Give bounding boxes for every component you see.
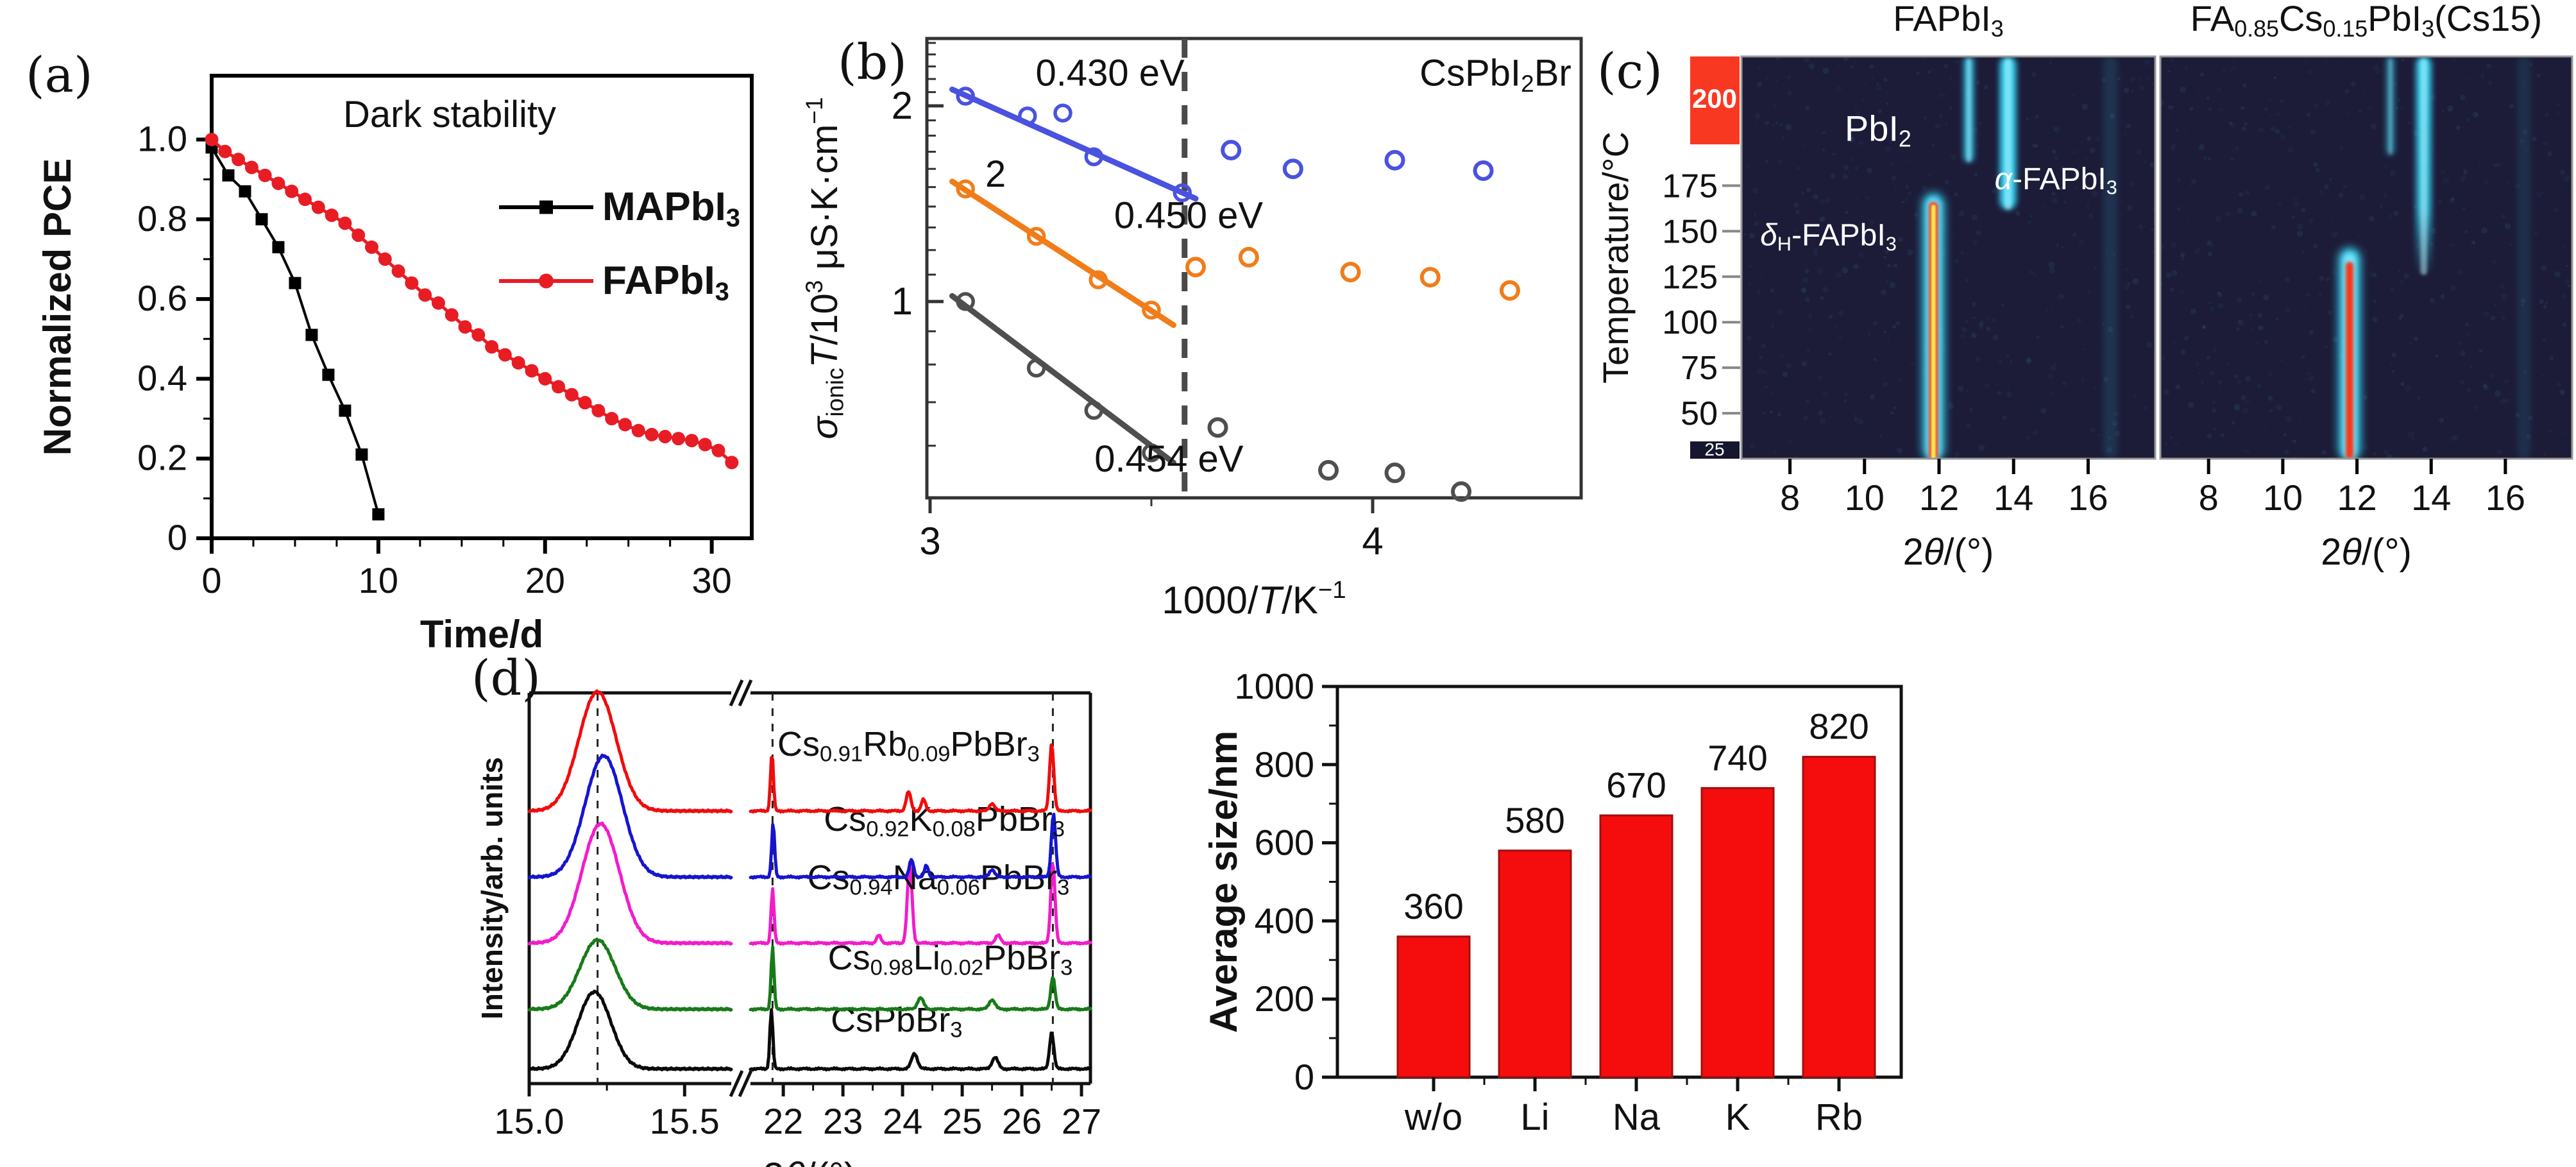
svg-text:MAPbI3: MAPbI3 (602, 185, 740, 232)
svg-text:23: 23 (823, 1101, 863, 1141)
average-size-bar-chart: 0 200 400 600 800 1000 360 w/o 580 Li 670 Na 740 K 820… (1202, 666, 1903, 1138)
svg-text:K: K (1725, 1096, 1750, 1138)
svg-text:Cs0.98Li0.02PbBr3: Cs0.98Li0.02PbBr3 (828, 939, 1073, 980)
svg-text:14: 14 (1994, 477, 2033, 518)
dark-stability-chart: 0 10 20 30 0 0.2 0.4 0.6 0.8 1.0 Time/d Normalized … (36, 74, 754, 656)
svg-text:0: 0 (167, 517, 187, 558)
svg-text:3: 3 (919, 520, 940, 563)
svg-text:25: 25 (1704, 439, 1724, 459)
svg-text:14: 14 (2411, 477, 2451, 518)
svg-text:0.8: 0.8 (137, 198, 187, 239)
svg-text:8: 8 (2199, 477, 2219, 518)
svg-text:26: 26 (1002, 1101, 1042, 1141)
svg-text:σionicT/103 μS·K·cm−1: σionicT/103 μS·K·cm−1 (801, 97, 848, 439)
svg-text:125: 125 (1662, 259, 1718, 296)
svg-text:15.0: 15.0 (495, 1101, 564, 1141)
svg-text:FAPbI3: FAPbI3 (602, 259, 729, 306)
svg-text:0.4: 0.4 (137, 357, 187, 398)
svg-text:15.5: 15.5 (650, 1101, 720, 1141)
svg-text:2: 2 (892, 84, 913, 127)
svg-text:175: 175 (1662, 167, 1718, 205)
svg-text:Cs0.91Rb0.09PbBr3: Cs0.91Rb0.09PbBr3 (777, 725, 1040, 767)
svg-text:75: 75 (1681, 350, 1718, 387)
svg-text:740: 740 (1707, 737, 1767, 778)
svg-text:α-FAPbI3: α-FAPbI3 (1995, 162, 2117, 199)
svg-text:400: 400 (1255, 900, 1314, 941)
svg-text:4: 4 (1362, 520, 1383, 563)
svg-text:FAPbI3: FAPbI3 (1893, 0, 2003, 42)
svg-text:0.2: 0.2 (137, 438, 187, 478)
svg-text:FA0.85Cs0.15PbI3(Cs15): FA0.85Cs0.15PbI3(Cs15) (2190, 0, 2542, 42)
svg-text:0.454 eV: 0.454 eV (1094, 438, 1244, 480)
svg-text:Na: Na (1613, 1096, 1661, 1138)
svg-text:0: 0 (201, 560, 221, 601)
svg-text:PbI2: PbI2 (1845, 108, 1911, 152)
svg-text:22: 22 (763, 1101, 803, 1141)
svg-text:30: 30 (691, 560, 731, 601)
panel-label-a: (a) (26, 46, 93, 103)
svg-text:1.0: 1.0 (137, 118, 187, 158)
svg-text:2θ/(°): 2θ/(°) (1903, 531, 1994, 573)
ionic-conductivity-chart: 3 4 1 2 1000/T/K−1 σionicT/103 μS·K·cm−1 0.430… (801, 37, 1583, 622)
svg-text:Dark stability: Dark stability (343, 94, 556, 135)
svg-text:580: 580 (1505, 800, 1564, 840)
xrd-patterns-chart: 15.0 15.5 22 23 24 25 26 27CsPbBr3Cs0.98Li0.02P… (475, 679, 1101, 1167)
svg-text:100: 100 (1662, 304, 1718, 341)
svg-text:150: 150 (1662, 213, 1718, 250)
svg-text:2θ/(°): 2θ/(°) (763, 1155, 857, 1167)
svg-text:10: 10 (1845, 477, 1885, 518)
svg-text:2θ/(°): 2θ/(°) (2321, 531, 2412, 573)
svg-text:820: 820 (1809, 706, 1868, 747)
svg-text:50: 50 (1681, 395, 1718, 432)
svg-text:8: 8 (1780, 477, 1800, 518)
svg-text:10: 10 (2263, 477, 2303, 518)
svg-text:670: 670 (1606, 765, 1666, 805)
svg-text:12: 12 (1919, 477, 1959, 518)
svg-text:CsPbI2Br: CsPbI2Br (1419, 53, 1572, 97)
svg-text:27: 27 (1062, 1101, 1101, 1141)
svg-text:Li: Li (1520, 1096, 1549, 1138)
svg-text:200: 200 (1692, 83, 1737, 114)
svg-text:16: 16 (2486, 477, 2525, 518)
svg-text:20: 20 (525, 560, 565, 601)
svg-text:10: 10 (359, 560, 398, 601)
svg-text:Cs0.92K0.08PbBr3: Cs0.92K0.08PbBr3 (824, 800, 1065, 842)
svg-text:0.430 eV: 0.430 eV (1035, 53, 1185, 94)
svg-text:w/o: w/o (1404, 1096, 1462, 1138)
svg-text:25: 25 (942, 1101, 982, 1141)
svg-text:24: 24 (883, 1101, 922, 1141)
xrd-temperature-heatmaps: 8 10 12 14 16 2θ/(°) FAPbI3 PbI2 α-FAPbI3 δH-FAPb… (1595, 0, 2573, 573)
svg-text:1: 1 (892, 280, 913, 323)
svg-text:Rb: Rb (1815, 1096, 1863, 1138)
svg-text:Temperature/°C: Temperature/°C (1595, 132, 1636, 384)
panel-label-b: (b) (838, 33, 907, 90)
svg-text:Average size/nm: Average size/nm (1202, 731, 1245, 1033)
svg-text:200: 200 (1255, 978, 1314, 1019)
svg-text:2: 2 (985, 153, 1006, 195)
svg-text:0.450 eV: 0.450 eV (1114, 195, 1264, 237)
svg-text:δH-FAPbI3: δH-FAPbI3 (1760, 219, 1897, 255)
svg-text:Intensity/arb. units: Intensity/arb. units (475, 757, 509, 1019)
svg-text:Cs0.94Na0.06PbBr3: Cs0.94Na0.06PbBr3 (807, 858, 1069, 900)
svg-text:600: 600 (1255, 822, 1314, 863)
svg-text:800: 800 (1255, 744, 1314, 785)
svg-text:1000/T/K−1: 1000/T/K−1 (1162, 576, 1346, 622)
panel-label-c: (c) (1597, 42, 1663, 99)
svg-text:0.6: 0.6 (137, 278, 187, 318)
svg-text:16: 16 (2068, 477, 2108, 518)
svg-text:12: 12 (2337, 477, 2377, 518)
svg-text:Normalized PCE: Normalized PCE (36, 158, 79, 456)
svg-text:360: 360 (1403, 886, 1463, 926)
svg-text:1000: 1000 (1234, 666, 1314, 706)
svg-text:Time/d: Time/d (420, 613, 543, 656)
svg-text:0: 0 (1294, 1057, 1314, 1097)
